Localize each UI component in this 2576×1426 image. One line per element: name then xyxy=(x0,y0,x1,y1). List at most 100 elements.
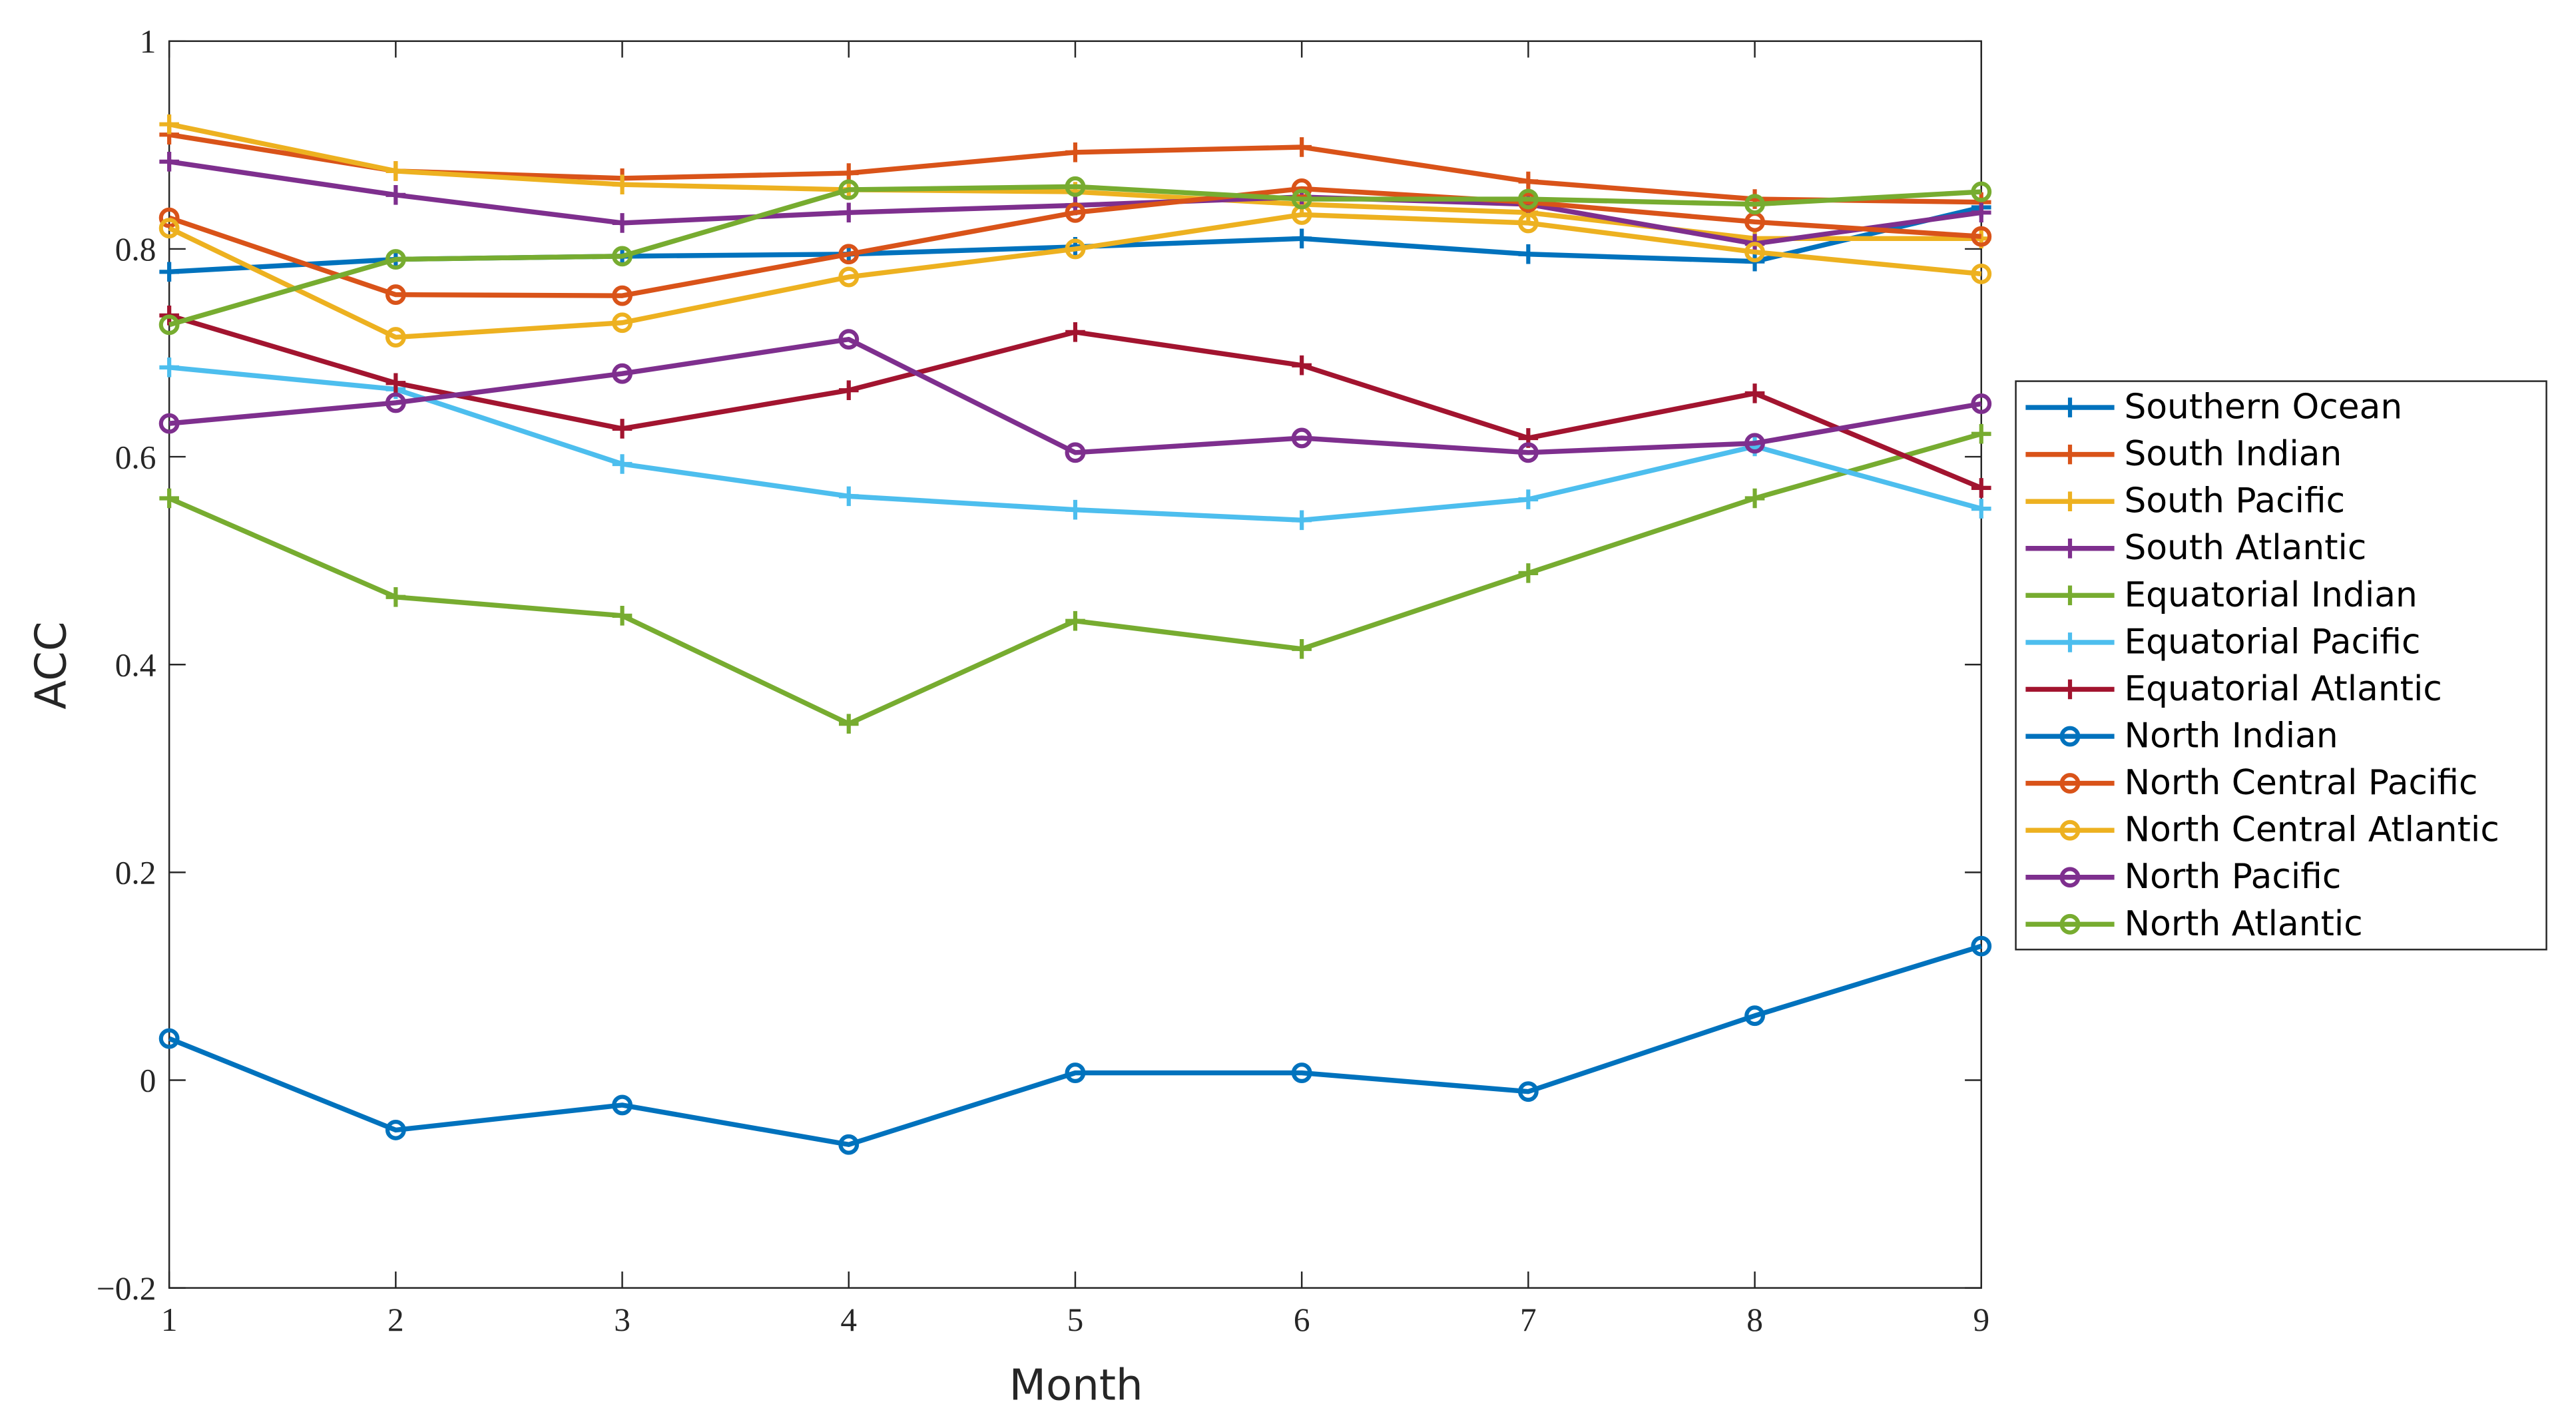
marker xyxy=(1518,171,1539,192)
legend-label: North Central Atlantic xyxy=(2124,810,2499,850)
series-line xyxy=(168,212,1982,340)
x-tick-label: 9 xyxy=(1973,1302,1989,1338)
marker xyxy=(159,357,179,377)
marker xyxy=(159,114,179,134)
marker xyxy=(1065,610,1085,631)
y-tick-label: 0.4 xyxy=(115,646,156,683)
x-axis-label: Month xyxy=(1009,1360,1143,1410)
marker xyxy=(2060,632,2080,652)
marker xyxy=(1065,1063,1086,1083)
marker xyxy=(1971,181,1992,202)
marker xyxy=(1971,393,1992,414)
marker xyxy=(1971,499,1991,519)
marker xyxy=(2059,773,2081,794)
marker xyxy=(2060,491,2080,511)
marker xyxy=(612,312,633,334)
marker xyxy=(1517,188,1539,210)
marker xyxy=(1517,212,1539,234)
marker xyxy=(1065,499,1085,520)
marker xyxy=(158,207,180,228)
x-tick-label: 2 xyxy=(387,1302,404,1338)
marker xyxy=(2060,538,2080,559)
marker xyxy=(1971,263,1992,284)
legend-label: South Pacific xyxy=(2124,481,2345,521)
marker xyxy=(1291,427,1312,449)
x-tick-label: 5 xyxy=(1067,1302,1084,1338)
x-tick-label: 4 xyxy=(840,1302,857,1338)
marker xyxy=(1744,383,1765,403)
marker xyxy=(612,174,633,194)
marker xyxy=(612,454,633,474)
marker xyxy=(2059,820,2081,841)
x-tick-label: 8 xyxy=(1746,1302,1763,1338)
marker xyxy=(385,249,406,270)
marker xyxy=(1292,137,1312,157)
marker xyxy=(838,486,859,507)
marker xyxy=(1065,322,1085,342)
marker xyxy=(1517,442,1539,463)
marker xyxy=(385,1119,406,1140)
legend-label: Equatorial Atlantic xyxy=(2124,669,2442,709)
x-tick-label: 1 xyxy=(161,1302,178,1338)
x-tick-label: 6 xyxy=(1294,1302,1310,1338)
legend-label: North Atlantic xyxy=(2124,904,2362,944)
legend-label: North Pacific xyxy=(2124,857,2341,897)
marker xyxy=(385,327,406,348)
x-tick-label: 3 xyxy=(614,1302,631,1338)
marker xyxy=(2059,867,2081,888)
marker xyxy=(159,488,179,509)
marker xyxy=(385,284,406,306)
marker xyxy=(612,285,633,306)
marker xyxy=(838,380,859,400)
marker xyxy=(1292,355,1312,375)
y-tick-label: 0 xyxy=(140,1063,156,1099)
marker xyxy=(612,1094,633,1116)
legend-label: Equatorial Indian xyxy=(2124,575,2417,615)
marker xyxy=(1744,1005,1765,1027)
marker xyxy=(838,179,860,200)
marker xyxy=(158,314,180,336)
marker xyxy=(612,246,633,267)
marker xyxy=(1971,935,1992,957)
legend-label: South Atlantic xyxy=(2124,528,2366,568)
marker xyxy=(1971,202,1991,223)
y-tick-label: 1 xyxy=(140,23,156,60)
marker xyxy=(1518,489,1539,509)
y-tick-label: 0.6 xyxy=(115,439,156,475)
marker xyxy=(838,202,859,223)
marker xyxy=(158,218,180,239)
marker xyxy=(1292,510,1312,531)
x-tick-label: 7 xyxy=(1520,1302,1537,1338)
legend-box xyxy=(2015,380,2547,951)
marker xyxy=(386,587,406,607)
y-tick-label: 0.2 xyxy=(115,855,156,891)
legend-label: Southern Ocean xyxy=(2124,387,2402,427)
marker xyxy=(1744,194,1765,215)
marker xyxy=(1291,188,1312,210)
marker xyxy=(838,329,860,350)
marker xyxy=(1291,1063,1312,1083)
marker xyxy=(1971,423,1991,444)
y-axis-label: ACC xyxy=(27,621,77,709)
series-line xyxy=(168,184,1981,328)
marker xyxy=(1971,226,1992,247)
marker xyxy=(386,161,406,181)
marker xyxy=(159,262,179,282)
marker xyxy=(158,1028,180,1049)
marker xyxy=(2059,726,2081,747)
marker xyxy=(1744,488,1765,509)
marker xyxy=(838,714,859,734)
marker xyxy=(1292,638,1312,659)
y-tick-label: −0.2 xyxy=(97,1270,156,1307)
marker xyxy=(838,1134,860,1155)
marker xyxy=(612,419,633,439)
marker xyxy=(1518,244,1539,264)
marker xyxy=(1292,228,1312,249)
legend-label: Equatorial Pacific xyxy=(2124,622,2420,662)
marker xyxy=(1744,433,1765,454)
marker xyxy=(1065,202,1086,223)
marker xyxy=(2060,679,2080,700)
marker xyxy=(612,363,633,384)
